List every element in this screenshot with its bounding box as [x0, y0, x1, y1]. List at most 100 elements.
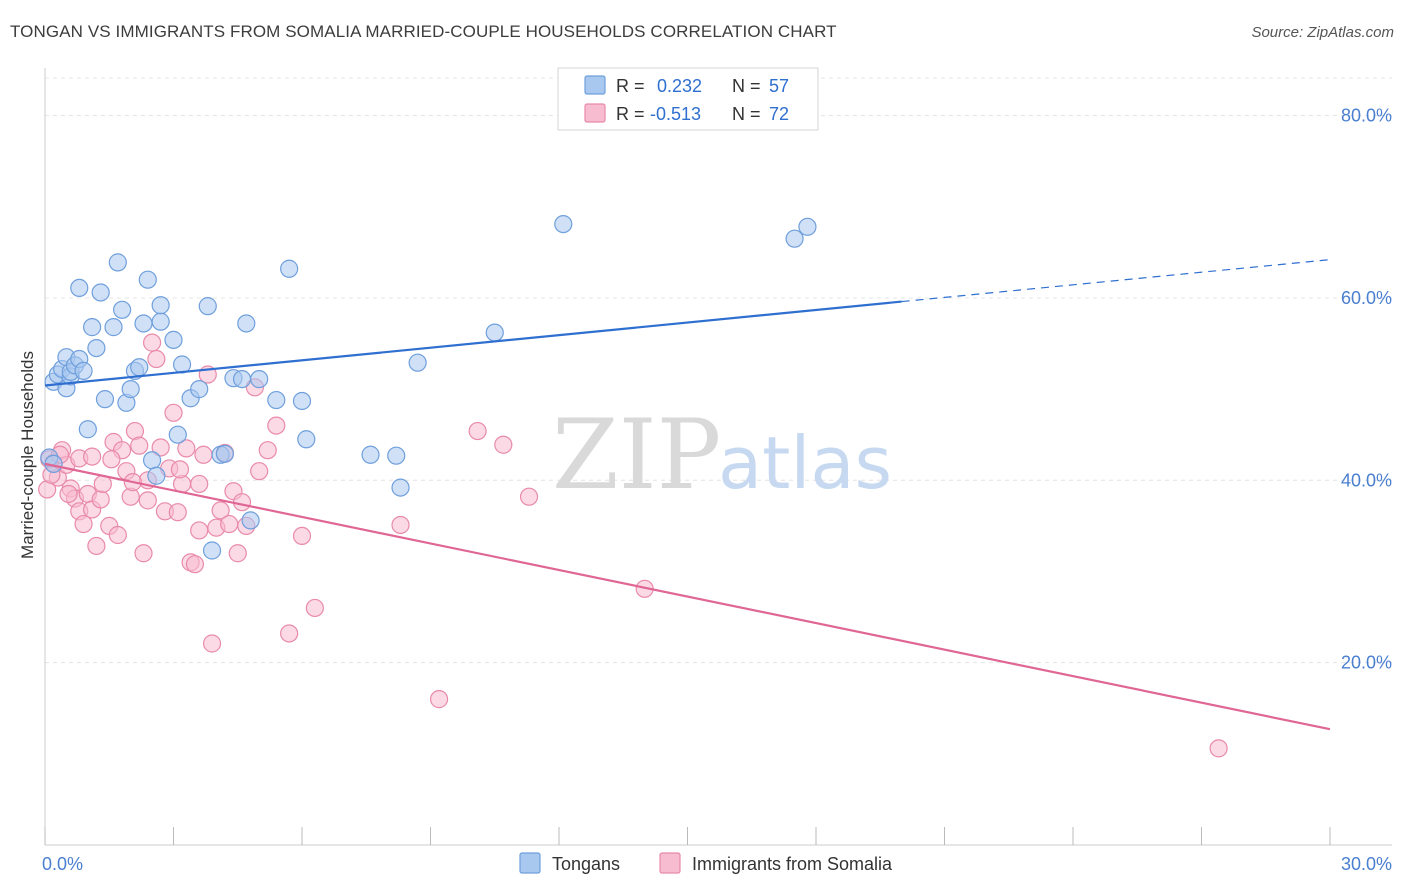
- legend-n-value-tongans: 57: [769, 76, 789, 96]
- tongans-point-13: [87, 338, 106, 358]
- x-tick-label-0: 0.0%: [42, 854, 83, 874]
- somalia-point-49: [232, 493, 252, 512]
- somalia-point-23: [130, 436, 149, 455]
- trend-line-tongans-extension: [901, 259, 1331, 303]
- somalia-point-32: [164, 403, 183, 422]
- legend-r-label-tongans: R =: [616, 76, 645, 96]
- tongans-point-23: [134, 314, 153, 333]
- legend-r-value-somalia: -0.513: [650, 104, 701, 124]
- somalia-point-61: [494, 435, 513, 454]
- tongans-point-27: [151, 312, 170, 331]
- somalia-point-55: [280, 624, 299, 643]
- legend-r-value-tongans: 0.232: [657, 76, 702, 96]
- tongans-point-24: [138, 270, 157, 289]
- bottom-legend-label-somalia: Immigrants from Somalia: [692, 854, 893, 874]
- bottom-legend-label-tongans: Tongans: [552, 854, 620, 874]
- somalia-point-70: [170, 460, 190, 479]
- legend-n-value-somalia: 72: [769, 104, 789, 124]
- somalia-point-40: [194, 445, 213, 464]
- tongans-point-12: [83, 318, 102, 337]
- somalia-point-59: [429, 690, 449, 709]
- y-tick-labels: 20.0% 40.0% 60.0% 80.0%: [1341, 106, 1392, 673]
- tongans-point-11: [78, 420, 97, 439]
- tongans-point-17: [108, 253, 127, 272]
- somalia-point-42: [202, 634, 222, 653]
- somalia-point-60: [468, 421, 487, 441]
- legend-n-label-tongans: N =: [732, 76, 761, 96]
- trend-lines: [44, 259, 1331, 731]
- tongans-point-26: [147, 466, 166, 485]
- tongans-point-33: [190, 380, 209, 399]
- y-axis-label: Married-couple Households: [18, 351, 37, 559]
- tongans-point-29: [164, 330, 183, 349]
- tongans-point-18: [112, 300, 132, 319]
- tongans-point-48: [387, 446, 406, 465]
- somalia-point-10: [74, 514, 93, 534]
- somalia-point-14: [87, 536, 106, 556]
- y-tick-label-0: 20.0%: [1341, 653, 1392, 673]
- somalia-point-28: [147, 349, 166, 369]
- somalia-point-48: [228, 544, 247, 563]
- tongans-point-44: [280, 259, 299, 278]
- somalia-point-71: [102, 450, 121, 469]
- tongans-point-9: [70, 278, 89, 298]
- tongans-point-20: [121, 380, 140, 399]
- bottom-legend-swatch-somalia: [659, 852, 681, 874]
- trend-line-somalia: [44, 462, 1331, 731]
- watermark-atlas: atlas: [718, 421, 892, 505]
- somalia-point-35: [177, 439, 196, 458]
- somalia-point-44: [211, 501, 230, 520]
- tongans-point-50: [408, 353, 427, 372]
- tongans-point-53: [785, 229, 804, 248]
- somalia-point-52: [250, 462, 269, 481]
- tongans-point-52: [554, 214, 573, 234]
- somalia-point-57: [305, 598, 324, 618]
- tongans-point-22: [130, 358, 149, 377]
- tongans-point-45: [292, 391, 312, 411]
- somalia-point-37: [185, 555, 205, 574]
- tongans-point-10: [74, 361, 93, 380]
- somalia-point-27: [142, 333, 162, 352]
- series-tongans-points: [40, 214, 817, 560]
- correlation-legend: R = 0.232 N = 57 R = -0.513 N = 72: [557, 67, 819, 131]
- x-tick-labels: 0.0% 30.0%: [42, 854, 1392, 874]
- somalia-point-13: [83, 447, 102, 466]
- tongans-point-30: [168, 425, 187, 444]
- tongans-point-34: [198, 297, 217, 316]
- tongans-point-15: [95, 390, 115, 409]
- tongans-point-47: [361, 445, 380, 464]
- grid-lines: [45, 77, 1392, 664]
- somalia-point-67: [59, 484, 78, 504]
- legend-r-label-somalia: R =: [616, 104, 645, 124]
- somalia-point-39: [190, 474, 209, 494]
- tongans-point-28: [151, 296, 170, 315]
- tongans-point-39: [232, 369, 252, 389]
- somalia-point-54: [267, 416, 286, 435]
- tongans-point-51: [485, 323, 504, 342]
- tongans-point-43: [267, 390, 286, 410]
- legend-n-label-somalia: N =: [732, 104, 761, 124]
- series-legend: Tongans Immigrants from Somalia: [519, 852, 893, 874]
- chart-source: Source: ZipAtlas.com: [1251, 24, 1394, 41]
- y-tick-label-1: 40.0%: [1341, 470, 1392, 490]
- tongans-point-54: [798, 217, 817, 236]
- tongans-point-40: [237, 314, 256, 333]
- somalia-point-58: [391, 515, 410, 535]
- somalia-point-46: [220, 514, 239, 534]
- somalia-point-53: [258, 441, 277, 460]
- bottom-legend-swatch-tongans: [519, 852, 541, 874]
- tongans-point-49: [391, 478, 410, 497]
- tongans-point-41: [241, 511, 260, 530]
- x-tick-label-1: 30.0%: [1341, 854, 1392, 874]
- somalia-point-33: [168, 503, 187, 522]
- tongans-point-14: [91, 283, 110, 302]
- legend-swatch-somalia: [584, 103, 606, 123]
- somalia-point-24: [134, 544, 153, 563]
- somalia-point-18: [108, 525, 127, 545]
- somalia-point-56: [292, 526, 312, 546]
- watermark-zip: ZIP: [552, 399, 721, 511]
- tongans-point-46: [297, 430, 316, 449]
- somalia-point-29: [151, 438, 170, 457]
- somalia-point-26: [138, 491, 157, 510]
